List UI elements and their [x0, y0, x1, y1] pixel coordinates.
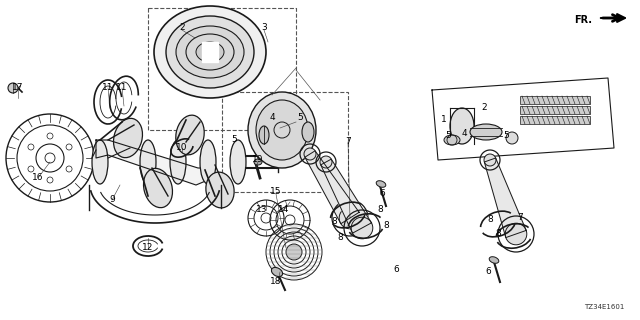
- Text: 5: 5: [297, 114, 303, 123]
- Text: 8: 8: [487, 215, 493, 225]
- Circle shape: [505, 223, 527, 245]
- Text: 11: 11: [116, 84, 128, 92]
- Circle shape: [484, 154, 496, 166]
- Text: 6: 6: [485, 268, 491, 276]
- Bar: [520, 116, 590, 124]
- Ellipse shape: [143, 168, 172, 208]
- Text: 9: 9: [109, 196, 115, 204]
- Text: TZ34E1601: TZ34E1601: [584, 304, 624, 310]
- Text: 6: 6: [393, 266, 399, 275]
- Text: 18: 18: [270, 277, 282, 286]
- Text: 6: 6: [379, 189, 385, 198]
- Text: 13: 13: [256, 205, 268, 214]
- Text: 5: 5: [503, 132, 509, 140]
- Text: FR.: FR.: [574, 15, 592, 25]
- Text: 5: 5: [445, 132, 451, 140]
- Ellipse shape: [230, 140, 246, 184]
- Ellipse shape: [92, 140, 108, 184]
- Circle shape: [339, 207, 361, 229]
- Text: 14: 14: [278, 205, 290, 214]
- Ellipse shape: [271, 268, 283, 276]
- Ellipse shape: [154, 6, 266, 98]
- Bar: [222, 92, 348, 192]
- Polygon shape: [484, 158, 526, 237]
- Text: 8: 8: [383, 221, 389, 230]
- Text: 17: 17: [12, 84, 24, 92]
- Text: 8: 8: [331, 218, 337, 227]
- Text: 19: 19: [252, 156, 264, 164]
- Text: 11: 11: [102, 84, 114, 92]
- Circle shape: [304, 148, 316, 160]
- Text: 3: 3: [261, 23, 267, 33]
- Ellipse shape: [206, 172, 234, 208]
- Text: 2: 2: [179, 23, 185, 33]
- Text: 8: 8: [495, 229, 501, 238]
- Bar: [148, 8, 296, 130]
- Ellipse shape: [140, 140, 156, 184]
- Circle shape: [320, 156, 332, 168]
- Text: 7: 7: [517, 213, 523, 222]
- Ellipse shape: [376, 181, 386, 187]
- Ellipse shape: [470, 124, 502, 140]
- Ellipse shape: [176, 115, 204, 155]
- Ellipse shape: [166, 16, 254, 88]
- Polygon shape: [321, 159, 371, 233]
- Ellipse shape: [248, 92, 316, 168]
- Ellipse shape: [450, 108, 474, 144]
- Ellipse shape: [176, 26, 244, 78]
- Text: 10: 10: [176, 143, 188, 153]
- Text: 2: 2: [481, 103, 487, 113]
- Polygon shape: [305, 151, 359, 224]
- Circle shape: [8, 83, 18, 93]
- Circle shape: [286, 244, 302, 260]
- Ellipse shape: [259, 126, 269, 144]
- Text: 15: 15: [270, 188, 282, 196]
- Ellipse shape: [489, 257, 499, 263]
- Text: 4: 4: [269, 114, 275, 123]
- Text: 7: 7: [345, 138, 351, 147]
- Ellipse shape: [113, 118, 143, 158]
- Bar: [520, 96, 590, 104]
- Text: 4: 4: [461, 130, 467, 139]
- Ellipse shape: [196, 42, 224, 62]
- Bar: [520, 106, 590, 114]
- Ellipse shape: [170, 140, 186, 184]
- Text: 8: 8: [377, 205, 383, 214]
- Text: 5: 5: [231, 135, 237, 145]
- Text: 1: 1: [441, 116, 447, 124]
- Text: 8: 8: [337, 234, 343, 243]
- Text: 16: 16: [32, 173, 44, 182]
- Ellipse shape: [200, 140, 216, 184]
- Ellipse shape: [302, 122, 314, 142]
- Ellipse shape: [254, 159, 262, 165]
- Text: 12: 12: [142, 244, 154, 252]
- Polygon shape: [96, 140, 208, 185]
- Circle shape: [351, 217, 372, 239]
- Circle shape: [506, 132, 518, 144]
- Polygon shape: [202, 42, 218, 62]
- Ellipse shape: [256, 100, 308, 160]
- Ellipse shape: [444, 135, 460, 145]
